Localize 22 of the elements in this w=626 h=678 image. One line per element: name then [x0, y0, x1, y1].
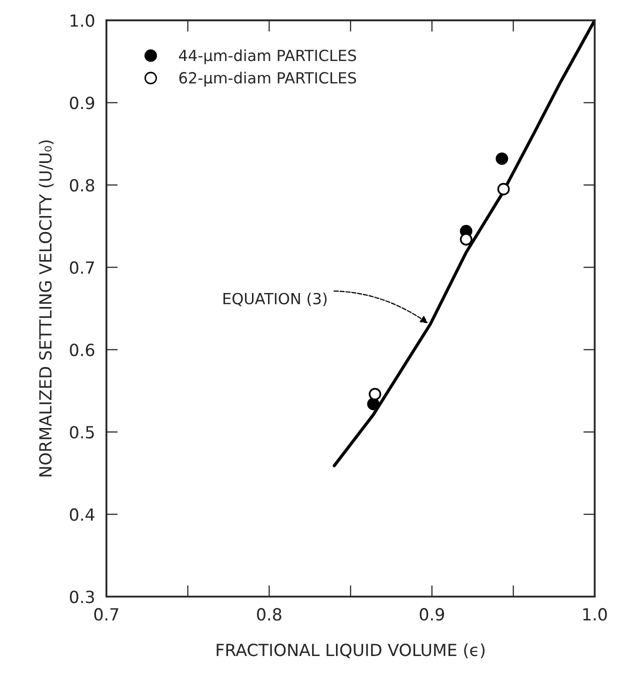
- legend-label: 44-μm-diam PARTICLES: [178, 49, 356, 64]
- x-tick-label: 1.0: [583, 608, 607, 621]
- point: [460, 233, 472, 246]
- y-tick-label: 0.6: [70, 344, 94, 356]
- point: [368, 388, 382, 400]
- y-axis-title: NORMALIZED SETTLING VELOCITY (U/U₀): [38, 140, 54, 476]
- annotation: EQUATION (3): [223, 292, 327, 306]
- x-axis-title: FRACTIONAL LIQUID VOLUME (ϵ): [216, 643, 485, 658]
- y-tick-label: 0.7: [70, 261, 94, 274]
- y-tick-label: 0.5: [70, 426, 94, 439]
- point: [497, 182, 510, 196]
- x-tick-label: 0.7: [94, 608, 118, 621]
- y-tick-label: 0.4: [70, 508, 94, 521]
- y-tick-label: 0.3: [70, 590, 94, 604]
- y-tick-label: 0.9: [70, 96, 94, 110]
- y-tick-label: 1.0: [70, 14, 94, 27]
- legend-label: 62-μm-diam PARTICLES: [179, 72, 356, 87]
- y-tick-label: 0.8: [70, 178, 94, 192]
- point: [496, 152, 508, 165]
- x-tick-label: 0.8: [257, 608, 282, 621]
- point: [367, 398, 380, 410]
- x-tick-label: 0.9: [420, 608, 444, 621]
